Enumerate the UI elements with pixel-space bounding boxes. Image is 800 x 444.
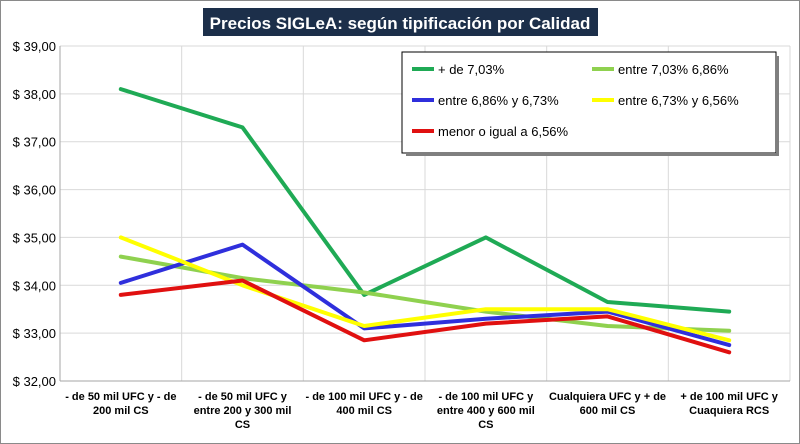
series-line: [118, 254, 732, 333]
series-line: [118, 242, 732, 348]
legend-shadow-bottom: [406, 153, 779, 156]
x-tick-label: Cualquiera UFC y + de 600 mil CS: [549, 391, 666, 417]
x-tick-label: - de 100 mil UFC y - de 400 mil CS: [305, 391, 422, 417]
y-tick-label: $ 35,00: [13, 230, 56, 245]
x-tick-label: - de 50 mil UFC y - de 200 mil CS: [65, 391, 176, 417]
legend-label: + de 7,03%: [438, 62, 505, 77]
legend-box: [401, 51, 777, 154]
y-axis-ticks: $ 32,00 $ 33,00 $ 34,00 $ 35,00 $ 36,00 $ 37,…: [13, 39, 56, 389]
title-background: [203, 8, 598, 36]
legend-label: entre 7,03% 6,86%: [618, 62, 729, 77]
y-tick-label: $ 33,00: [13, 326, 56, 341]
x-axis-ticks: - de 50 mil UFC y - de 200 mil CS - de 50 …: [65, 391, 779, 431]
chart-title: Precios SIGLeA: según tipificación por C…: [210, 14, 591, 33]
y-tick-label: $ 32,00: [13, 374, 56, 389]
y-tick-label: $ 36,00: [13, 183, 56, 198]
series-line: [118, 87, 732, 314]
x-tick-label: + de 100 mil UFC y Cuaquiera RCS: [680, 391, 778, 417]
x-tick-label: - de 50 mil UFC y entre 200 y 300 mil CS: [194, 391, 292, 431]
y-tick-label: $ 38,00: [13, 87, 56, 102]
legend: + de 7,03% entre 7,03% 6,86% entre 6,86% y…: [412, 62, 739, 139]
x-tick-label: - de 100 mil UFC y entre 400 y 600 mil CS: [437, 391, 535, 431]
series-line: [118, 278, 732, 355]
gridlines: [59, 45, 791, 382]
series-line: [118, 235, 732, 343]
y-tick-label: $ 39,00: [13, 39, 56, 54]
y-tick-label: $ 37,00: [13, 135, 56, 150]
legend-label: entre 6,86% y 6,73%: [438, 93, 559, 108]
series-lines: [118, 87, 732, 355]
legend-shadow-right: [776, 56, 779, 156]
legend-label: entre 6,73% y 6,56%: [618, 93, 739, 108]
y-tick-label: $ 34,00: [13, 278, 56, 293]
legend-label: menor o igual a 6,56%: [438, 124, 569, 139]
